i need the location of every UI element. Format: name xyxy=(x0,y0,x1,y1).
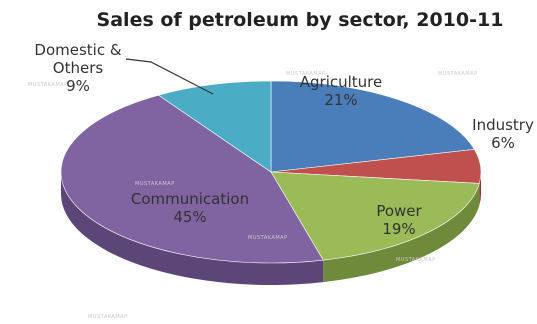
chart-title: Sales of petroleum by sector, 2010-11 xyxy=(97,9,504,31)
pie-side-communication xyxy=(61,172,324,285)
watermark-text: MUSTAKAMAP xyxy=(286,71,326,77)
watermarks: MUSTAKAMAP MUSTAKAMAP MUSTAKAMAP MUSTAKAMAP… xyxy=(28,71,478,320)
pie-slice-domestic-others xyxy=(157,80,272,173)
slice-labels: Agriculture 21% Industry 6% Power 19% Communic… xyxy=(34,41,534,238)
data-label-domestic-others: Domestic & Others 9% xyxy=(34,41,121,95)
pie-sides xyxy=(61,172,481,285)
data-label-industry: Industry 6% xyxy=(472,116,534,152)
pie-slices xyxy=(60,80,482,264)
watermark-text: MUSTAKAMAP xyxy=(28,82,68,88)
data-label-power: Power 19% xyxy=(376,202,422,238)
data-label-agriculture: Agriculture 21% xyxy=(300,73,383,109)
watermark-text: MUSTAKAMAP xyxy=(135,181,175,187)
pie-side-industry xyxy=(479,172,481,206)
watermark-text: MUSTAKAMAP xyxy=(396,257,436,263)
watermark-text: MUSTAKAMAP xyxy=(438,71,478,77)
pie-slice-power xyxy=(270,171,480,261)
data-label-communication: Communication 45% xyxy=(131,190,249,226)
watermark-text: MUSTAKAMAP xyxy=(248,235,288,241)
leader-line-domestic-others xyxy=(125,58,214,95)
pie-side-power xyxy=(323,183,480,283)
watermark-text: MUSTAKAMAP xyxy=(88,314,128,320)
pie-slice-communication xyxy=(60,94,324,264)
pie-slice-agriculture xyxy=(270,80,475,173)
